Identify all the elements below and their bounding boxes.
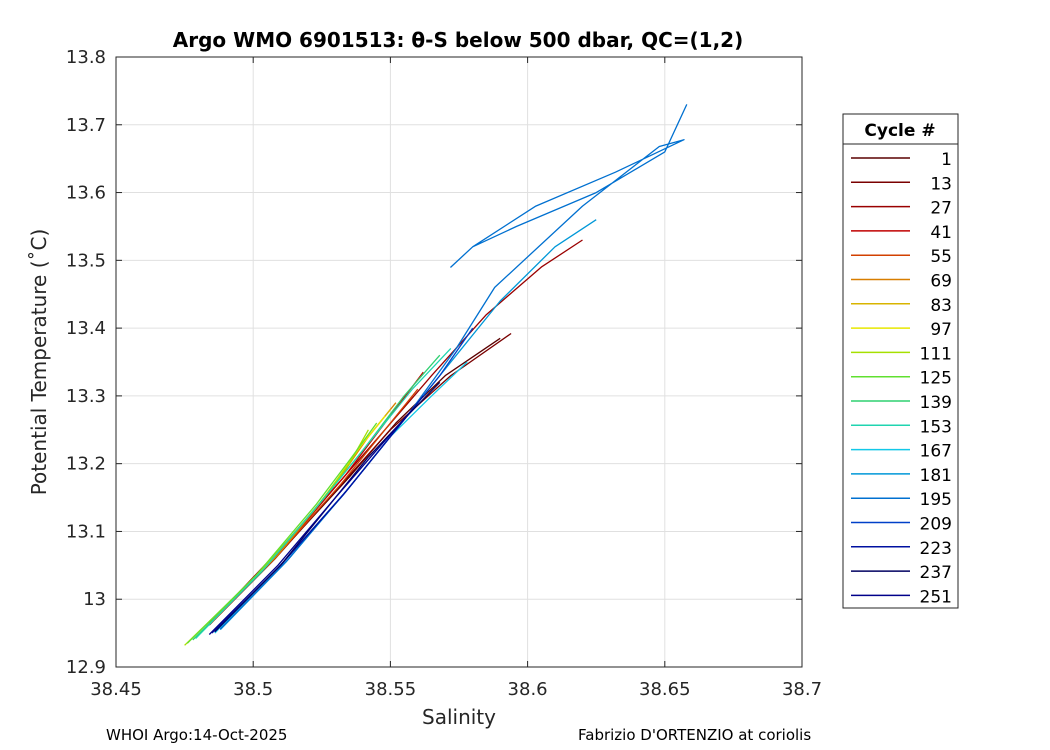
legend-label: 97 — [930, 320, 952, 340]
plot-ticks: 38.45 38.5 38.55 38.6 38.65 38.7 12.9 13 13.1 13.… — [66, 47, 822, 700]
legend-label: 13 — [930, 174, 952, 194]
plot-grid — [115, 56, 803, 668]
legend-label: 55 — [930, 247, 952, 267]
x-tick-label: 38.55 — [365, 679, 417, 700]
series-line-cycle-125 — [186, 422, 378, 644]
x-tick-label: 38.6 — [508, 679, 548, 700]
legend-label: 1 — [941, 150, 952, 170]
footer-attribution: Fabrizio D'ORTENZIO at coriolis — [578, 726, 812, 744]
footer-source: WHOI Argo:14-Oct-2025 — [106, 726, 288, 744]
y-tick-label: 13.3 — [66, 386, 106, 407]
x-tick-label: 38.45 — [90, 679, 142, 700]
y-axis-label: Potential Temperature (˚C) — [27, 229, 51, 496]
series-line-cycle-153 — [195, 347, 452, 639]
series-line-cycle-139 — [192, 354, 441, 641]
y-tick-label: 13.7 — [66, 115, 106, 136]
series-line-cycle-111 — [184, 429, 369, 646]
legend-entries: 1 13 27 41 55 69 83 97 111 125 139 153 167 181 195 209 2… — [851, 150, 952, 607]
legend-title: Cycle # — [864, 121, 935, 141]
y-tick-label: 13.1 — [66, 521, 106, 542]
x-axis-label: Salinity — [422, 705, 496, 729]
y-tick-label: 12.9 — [66, 657, 106, 678]
legend-box — [842, 113, 959, 609]
series-line-cycle-251 — [208, 408, 413, 635]
legend-label: 237 — [920, 563, 952, 583]
legend-label: 209 — [920, 515, 952, 535]
y-tick-label: 13.5 — [66, 250, 106, 271]
y-tick-label: 13.2 — [66, 454, 106, 475]
x-tick-label: 38.65 — [639, 679, 691, 700]
chart-title: Argo WMO 6901513: θ-S below 500 dbar, QC… — [173, 28, 743, 52]
y-tick-label: 13.6 — [66, 183, 106, 204]
legend-label: 69 — [930, 272, 952, 292]
series-line-cycle-41 — [214, 371, 424, 621]
legend: Cycle # 1 13 27 41 55 69 83 97 111 125 139 153 167 18… — [842, 113, 959, 609]
legend-label: 195 — [920, 490, 952, 510]
x-tick-label: 38.7 — [782, 679, 822, 700]
series-line-cycle-13 — [208, 332, 512, 626]
y-tick-label: 13 — [83, 589, 106, 610]
legend-label: 251 — [920, 587, 952, 607]
legend-label: 83 — [930, 296, 952, 316]
legend-label: 167 — [920, 442, 952, 462]
y-tick-label: 13.4 — [66, 318, 106, 339]
legend-label: 139 — [920, 393, 952, 413]
legend-label: 153 — [920, 417, 952, 437]
legend-label: 41 — [930, 223, 952, 243]
legend-label: 181 — [920, 466, 952, 486]
legend-label: 223 — [920, 539, 952, 559]
plot-series — [184, 104, 688, 646]
plot-area-frame — [115, 56, 803, 668]
x-tick-label: 38.5 — [233, 679, 273, 700]
series-line-cycle-237 — [214, 381, 441, 633]
legend-label: 27 — [930, 199, 952, 219]
legend-label: 111 — [920, 344, 952, 364]
y-tick-label: 13.8 — [66, 47, 106, 68]
legend-label: 125 — [920, 369, 952, 389]
